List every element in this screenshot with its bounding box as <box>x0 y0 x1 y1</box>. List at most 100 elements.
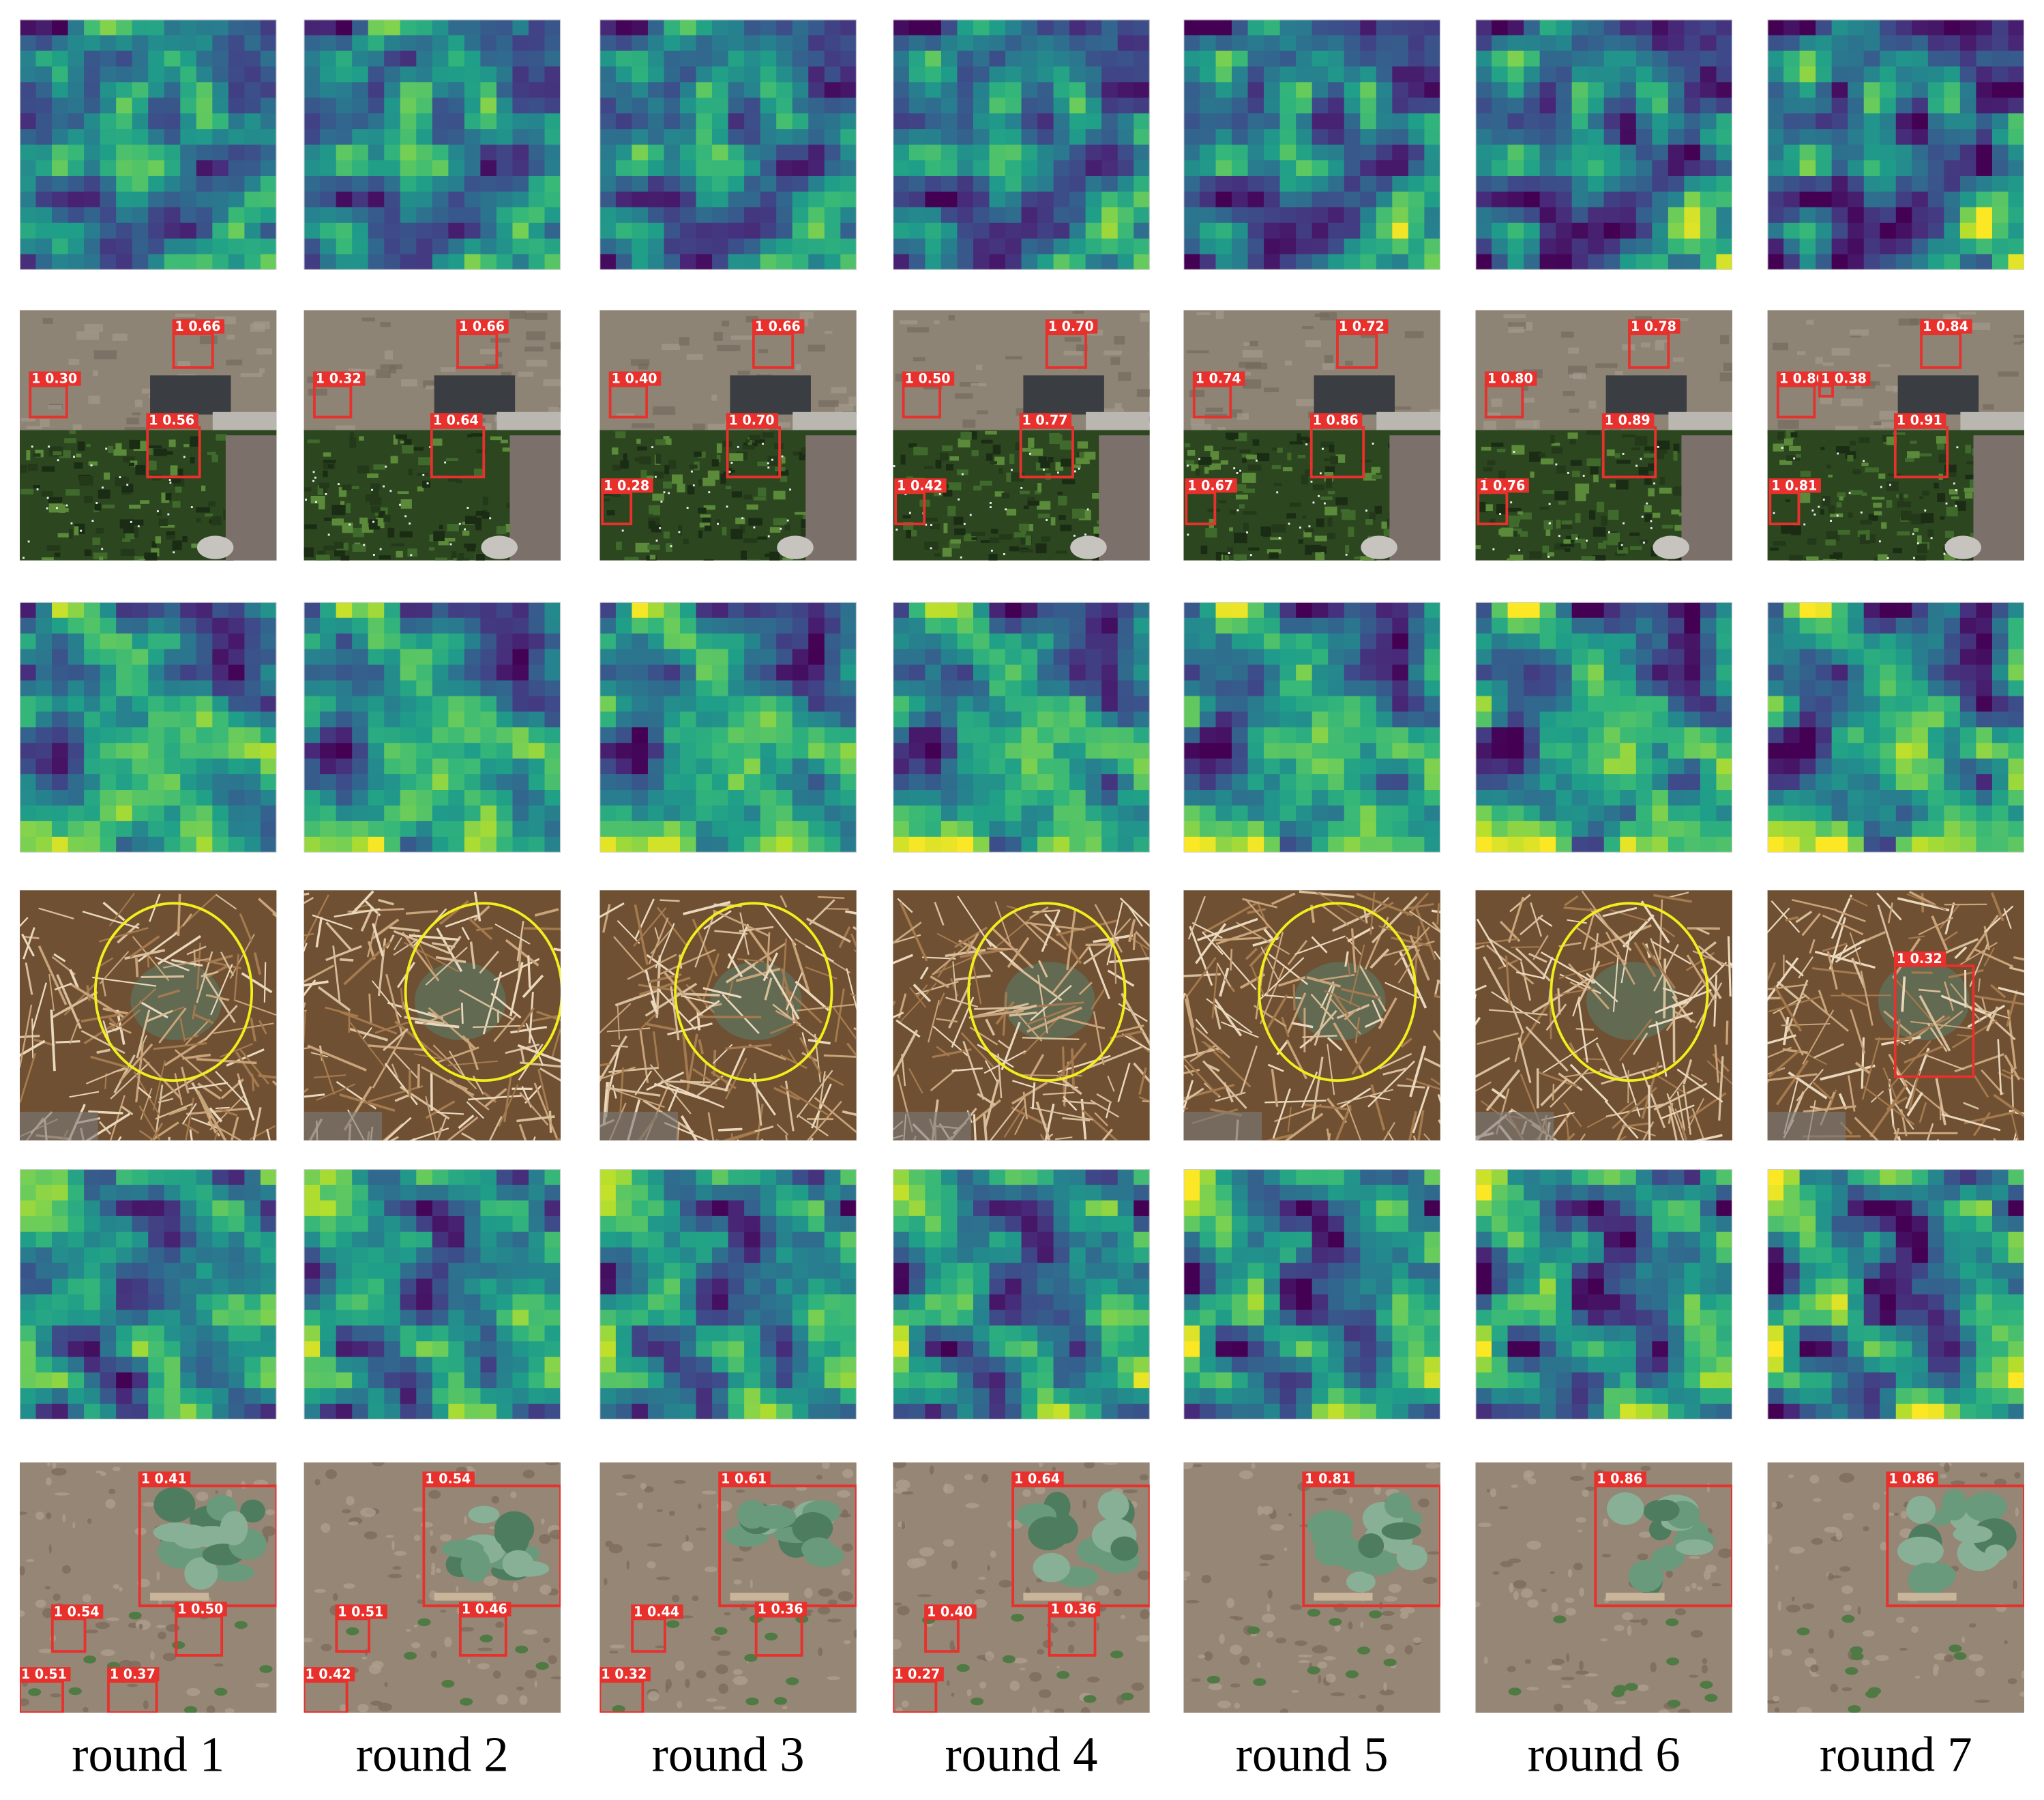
heatmap-cell <box>1652 82 1669 99</box>
speck <box>73 456 75 458</box>
leaf <box>1886 499 1893 508</box>
heatmap-cell <box>1976 254 1993 270</box>
heatmap-cell <box>416 222 433 239</box>
heatmap-cell <box>100 254 117 270</box>
heatmap-cell <box>1264 836 1281 853</box>
heatmap-cell <box>893 222 910 239</box>
leaf <box>1551 447 1563 454</box>
heatmap-cell <box>776 19 793 36</box>
heatmap-cell <box>212 175 229 192</box>
leaf <box>445 458 459 462</box>
heatmap-cell <box>68 711 85 728</box>
heatmap-cell <box>1392 98 1409 115</box>
heatmap-cell <box>260 238 277 255</box>
heatmap-cell <box>1507 66 1524 83</box>
leaf <box>1570 460 1582 466</box>
heatmap-cell <box>647 129 665 145</box>
heatmap-cell <box>1360 160 1377 177</box>
leaf <box>1024 505 1029 510</box>
leaf <box>715 519 721 525</box>
heatmap-cell <box>1021 238 1038 255</box>
heatmap-cell <box>1716 113 1732 130</box>
speck <box>90 464 93 467</box>
speck <box>1878 540 1881 543</box>
heatmap-cell <box>1053 66 1070 83</box>
heatmap-cell <box>84 836 101 853</box>
heatmap-cell <box>792 254 809 270</box>
heatmap-cell <box>368 649 385 666</box>
heatmap-cell <box>1716 35 1732 52</box>
heatmap-cell <box>432 758 449 775</box>
heatmap-cell <box>180 617 197 634</box>
heatmap-cell <box>132 207 149 224</box>
heatmap-cell <box>728 821 745 838</box>
heatmap-cell <box>1247 113 1264 130</box>
heatmap-cell <box>1085 664 1102 681</box>
heatmap-cell <box>1556 633 1573 650</box>
speck <box>314 476 316 479</box>
texture <box>824 331 833 334</box>
heatmap-cell <box>973 617 990 634</box>
heatmap-cell <box>1069 617 1086 634</box>
heatmap-cell <box>728 207 745 224</box>
heatmap-cell <box>400 82 417 99</box>
heatmap-cell <box>1588 836 1605 853</box>
heatmap-cell <box>824 207 842 224</box>
heatmap-cell <box>528 696 546 713</box>
heatmap-cell <box>19 649 37 666</box>
heatmap-cell <box>260 790 277 806</box>
leaf <box>1789 555 1803 561</box>
heatmap-cell <box>260 207 277 224</box>
heatmap-cell <box>1069 790 1086 806</box>
speck <box>1811 509 1814 512</box>
heatmap-cell <box>448 113 465 130</box>
heatmap-cell <box>116 602 133 619</box>
heatmap-cell <box>1134 98 1150 115</box>
speck <box>1310 480 1313 483</box>
heatmap-cell <box>940 790 958 806</box>
heatmap-cell <box>712 145 729 161</box>
heatmap-cell <box>1232 805 1249 822</box>
texture <box>1285 360 1292 366</box>
heatmap-cell <box>1959 680 1977 697</box>
heatmap-cell <box>1005 696 1022 713</box>
heatmap-cell <box>352 145 369 161</box>
speck <box>767 466 770 469</box>
panel-content <box>1183 602 1440 853</box>
heatmap-cell <box>320 191 337 208</box>
heatmap-cell <box>1134 66 1150 83</box>
heatmap-cell <box>1328 664 1345 681</box>
heatmap-cell <box>1296 35 1313 52</box>
texture <box>376 369 391 379</box>
speck <box>1945 502 1948 505</box>
leaf <box>1893 548 1903 554</box>
heatmap-cell <box>1232 649 1249 666</box>
leaf <box>1048 456 1054 462</box>
heatmap-cell <box>1976 649 1993 666</box>
heatmap-cell <box>1507 758 1524 775</box>
heatmap-cell <box>1232 160 1249 177</box>
leaf <box>303 547 314 557</box>
heatmap-cell <box>336 50 353 68</box>
heatmap-cell <box>1360 129 1377 145</box>
speck <box>1930 537 1933 540</box>
heatmap-cell <box>528 617 546 634</box>
heatmap-cell <box>1652 113 1669 130</box>
heatmap-cell <box>1475 790 1492 806</box>
leaf <box>1878 473 1886 479</box>
heatmap-cell <box>100 50 117 68</box>
heatmap-cell <box>776 113 793 130</box>
leaf <box>323 471 328 477</box>
leaf <box>1289 502 1301 507</box>
heatmap-cell <box>647 790 665 806</box>
heatmap-cell <box>808 222 825 239</box>
heatmap-cell <box>1424 175 1440 192</box>
heatmap-cell <box>840 790 857 806</box>
detection-label-bg <box>726 413 779 428</box>
heatmap-cell <box>1700 50 1717 68</box>
heatmap-cell <box>664 774 681 791</box>
leaf <box>602 498 610 502</box>
heatmap-cell <box>480 207 497 224</box>
heatmap-cell <box>940 774 958 791</box>
rock <box>196 535 234 559</box>
